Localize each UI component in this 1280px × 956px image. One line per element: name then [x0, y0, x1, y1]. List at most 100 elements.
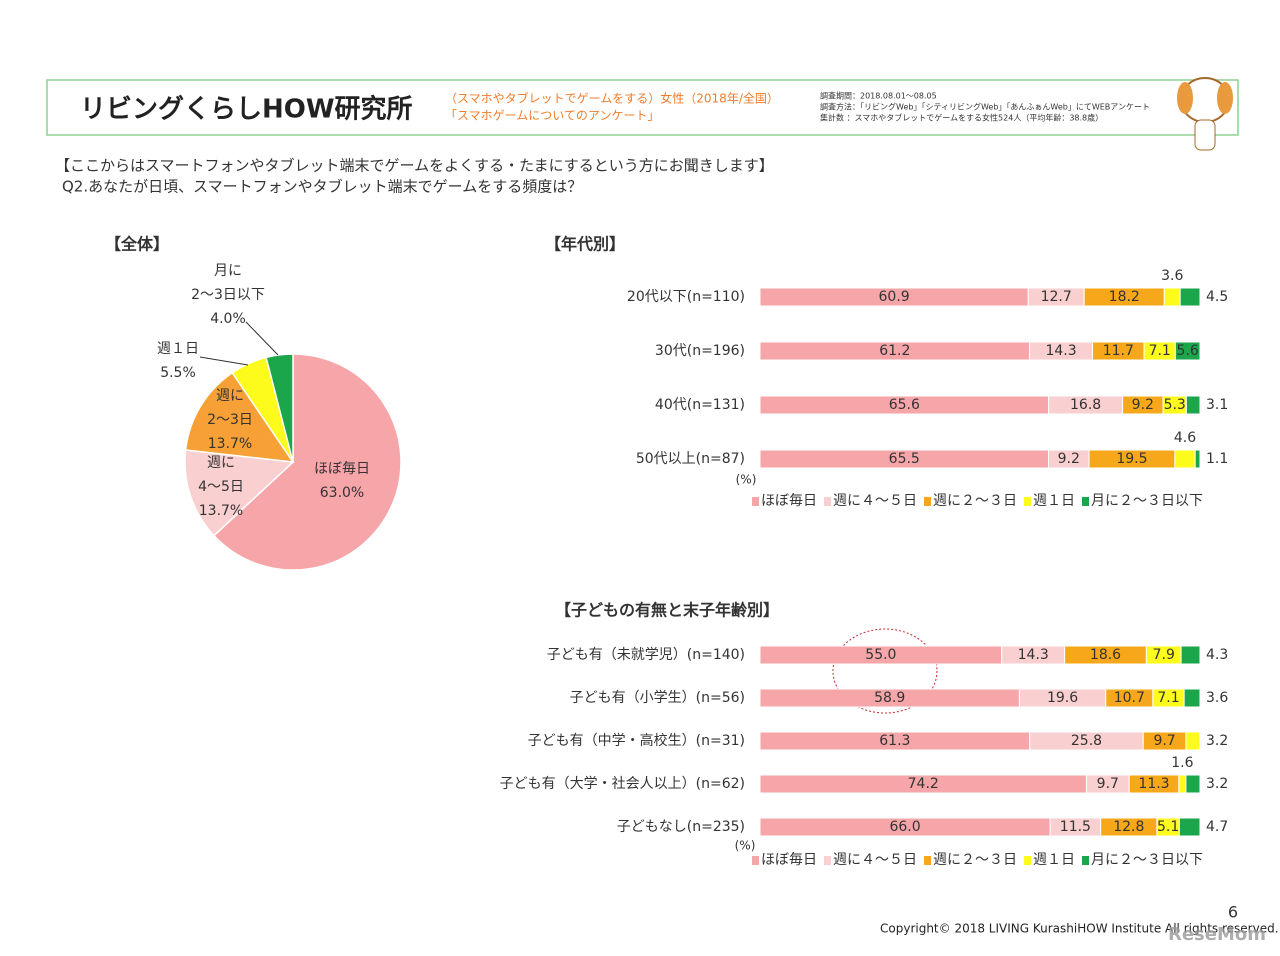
chart-title: 【年代別】: [545, 235, 625, 254]
value-label: 4.3: [1206, 647, 1228, 663]
leader-line: [245, 321, 279, 356]
value-label: 16.8: [1070, 397, 1101, 413]
category-label: 子ども有（未就学児）(n=140): [547, 647, 745, 663]
chart-title: 【子どもの有無と末子年齢別】: [555, 601, 779, 620]
value-label: 3.2: [1206, 733, 1228, 749]
value-label: 58.9: [874, 690, 905, 706]
page-number: 6: [1228, 903, 1238, 922]
value-label: 4.5: [1206, 289, 1228, 305]
question: Q2.あなたが日頃、スマートフォンやタブレット端末でゲームをする頻度は？: [62, 178, 582, 196]
legend-label: 週に４～５日: [833, 852, 917, 868]
value-label: 74.2: [908, 776, 939, 792]
value-label: 12.8: [1113, 819, 1144, 835]
value-label: 9.2: [1132, 397, 1154, 413]
bar-segment: [1185, 731, 1201, 751]
value-label: 3.1: [1206, 397, 1228, 413]
survey: 「スマホゲームについてのアンケート」: [445, 109, 659, 123]
slice-label: 月に 2～3日以下: [191, 263, 265, 303]
legend-swatch: [824, 856, 831, 865]
slice-value: 4.0%: [210, 311, 246, 327]
slice-label: 週に 2～3日: [207, 388, 253, 428]
value-label: 9.2: [1058, 451, 1080, 467]
value-label: 7.9: [1153, 647, 1175, 663]
value-label: 18.6: [1090, 647, 1121, 663]
method: 調査方法：「リビングWeb」「シティリビングWeb」「あんふぁんWeb」にてWE…: [820, 102, 1150, 112]
value-label: 61.2: [879, 343, 910, 359]
copyright: Copyright© 2018 LIVING KurashiHOW Instit…: [880, 922, 1279, 936]
slice-value: 13.7%: [199, 503, 243, 519]
legend-swatch: [752, 497, 759, 506]
value-label: 5.3: [1164, 397, 1186, 413]
legend-label: 週に２～３日: [933, 493, 1017, 509]
value-label: 10.7: [1114, 690, 1145, 706]
value-label: 9.7: [1153, 733, 1175, 749]
value-label: 14.3: [1045, 343, 1076, 359]
value-label: 55.0: [865, 647, 896, 663]
value-label: 4.7: [1206, 819, 1228, 835]
bar-segment: [1185, 395, 1201, 415]
category-label: 50代以上(n=87): [636, 451, 745, 467]
legend-label: 月に２～３日以下: [1091, 493, 1203, 509]
logo: リビングくらしHOW研究所: [80, 94, 413, 125]
legend-swatch: [1082, 497, 1089, 506]
legend-label: 週１日: [1033, 852, 1075, 868]
bar-segment: [1179, 287, 1201, 307]
bar-segment: [1178, 774, 1187, 794]
bar-segment: [1163, 287, 1181, 307]
legend-swatch: [824, 497, 831, 506]
value-label: 61.3: [879, 733, 910, 749]
bar-segment: [1194, 449, 1201, 469]
value-label: 4.6: [1174, 430, 1196, 446]
category-label: 子ども有（中学・高校生）(n=31): [528, 732, 745, 749]
pie-slice: [184, 371, 295, 463]
value-label: 3.6: [1206, 690, 1228, 706]
value-label: 19.6: [1047, 690, 1078, 706]
slice-value: 63.0%: [320, 485, 364, 501]
value-label: 1.6: [1171, 755, 1193, 771]
value-label: 19.5: [1116, 451, 1147, 467]
legend-label: 週に２～３日: [933, 852, 1017, 868]
intro: 【ここからはスマートフォンやタブレット端末でゲームをよくする・たまにするという方…: [55, 157, 774, 175]
legend-swatch: [1024, 497, 1031, 506]
legend-label: 週に４～５日: [833, 493, 917, 509]
legend-swatch: [1082, 856, 1089, 865]
period: 調査期間：2018.08.01～08.05: [820, 91, 937, 101]
legend-label: ほぼ毎日: [761, 852, 817, 868]
value-label: 11.7: [1103, 343, 1134, 359]
value-label: 1.1: [1206, 451, 1228, 467]
value-label: 7.1: [1149, 343, 1171, 359]
value-label: 18.2: [1109, 289, 1140, 305]
value-label: 66.0: [889, 819, 920, 835]
category-label: 20代以下(n=110): [627, 289, 745, 305]
chart-title: 【全体】: [105, 235, 169, 254]
slice-label: ほぼ毎日: [314, 461, 370, 477]
value-label: 14.3: [1018, 647, 1049, 663]
category-label: 子どもなし(n=235): [617, 819, 745, 835]
bar-segment: [1178, 817, 1201, 837]
pie-slice: [265, 353, 294, 463]
value-label: 5.1: [1157, 819, 1179, 835]
mascot: [1177, 77, 1233, 151]
legend-swatch: [1024, 856, 1031, 865]
bar-segment: [1180, 645, 1201, 665]
legend-swatch: [924, 856, 931, 865]
legend-label: 月に２～３日以下: [1091, 852, 1203, 868]
category-label: 子ども有（大学・社会人以上）(n=62): [500, 776, 745, 792]
category-label: 子ども有（小学生）(n=56): [570, 690, 745, 706]
header-box: [46, 79, 1239, 136]
category-label: 30代(n=196): [655, 343, 745, 359]
value-label: 11.5: [1060, 819, 1091, 835]
slice-value: 13.7%: [208, 436, 252, 452]
value-label: 12.7: [1041, 289, 1072, 305]
value-label: 60.9: [879, 289, 910, 305]
pie-slice: [184, 449, 295, 537]
legend-label: 週１日: [1033, 493, 1075, 509]
leader-line: [199, 356, 249, 366]
pie-slice: [212, 353, 402, 571]
value-label: 5.6: [1177, 343, 1199, 359]
value-label: 11.3: [1138, 776, 1169, 792]
unit-label: (%): [735, 839, 756, 853]
slice-value: 5.5%: [160, 365, 196, 381]
value-label: 65.6: [889, 397, 920, 413]
